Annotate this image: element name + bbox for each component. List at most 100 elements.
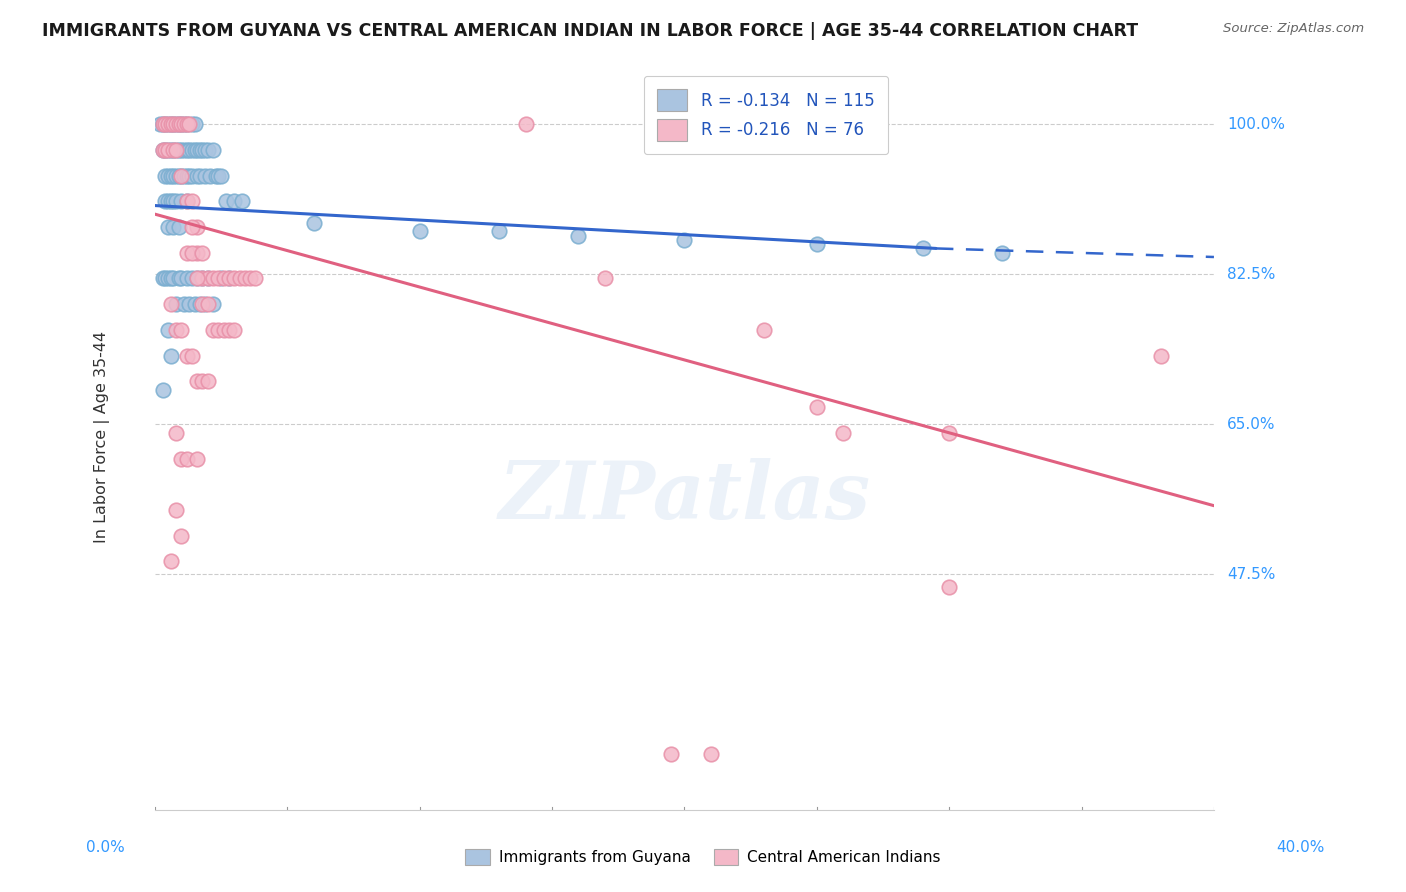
Point <box>155 117 177 131</box>
Point <box>173 169 195 183</box>
Point <box>170 529 193 543</box>
Point <box>938 580 960 594</box>
Point <box>159 117 181 131</box>
Point <box>176 117 198 131</box>
Point <box>155 143 177 157</box>
Point <box>176 169 198 183</box>
Point <box>224 194 246 209</box>
Point <box>186 271 208 285</box>
Point <box>197 271 219 285</box>
Point <box>832 425 855 440</box>
Text: Source: ZipAtlas.com: Source: ZipAtlas.com <box>1223 22 1364 36</box>
Point <box>157 194 180 209</box>
Point <box>155 169 177 183</box>
Point <box>165 194 187 209</box>
Text: 65.0%: 65.0% <box>1227 417 1275 432</box>
Point <box>567 228 589 243</box>
Point <box>167 117 190 131</box>
Point <box>179 297 201 311</box>
Point <box>228 271 250 285</box>
Point <box>186 169 208 183</box>
Point <box>188 297 211 311</box>
Point <box>911 242 934 256</box>
Point <box>159 297 181 311</box>
Point <box>159 271 181 285</box>
Point <box>165 117 187 131</box>
Point <box>155 117 177 131</box>
Point <box>209 271 232 285</box>
Point <box>188 169 211 183</box>
Point <box>165 297 187 311</box>
Point <box>180 219 202 234</box>
Point <box>176 451 198 466</box>
Point <box>197 375 219 389</box>
Point <box>186 143 208 157</box>
Point <box>165 323 187 337</box>
Point <box>152 271 174 285</box>
Point <box>179 117 201 131</box>
Point <box>159 349 181 363</box>
Point <box>245 271 267 285</box>
Text: In Labor Force | Age 35-44: In Labor Force | Age 35-44 <box>94 331 110 543</box>
Point <box>162 143 184 157</box>
Point <box>173 143 195 157</box>
Point <box>488 224 510 238</box>
Text: 100.0%: 100.0% <box>1227 117 1285 132</box>
Text: 40.0%: 40.0% <box>1277 840 1324 855</box>
Point <box>176 194 198 209</box>
Point <box>152 143 174 157</box>
Point <box>157 323 180 337</box>
Point <box>176 349 198 363</box>
Point <box>186 219 208 234</box>
Point <box>167 117 190 131</box>
Point <box>170 194 193 209</box>
Text: 47.5%: 47.5% <box>1227 566 1275 582</box>
Point <box>231 194 253 209</box>
Point <box>159 169 181 183</box>
Point <box>167 143 190 157</box>
Point <box>186 271 208 285</box>
Point <box>176 194 198 209</box>
Point <box>202 297 225 311</box>
Text: IMMIGRANTS FROM GUYANA VS CENTRAL AMERICAN INDIAN IN LABOR FORCE | AGE 35-44 COR: IMMIGRANTS FROM GUYANA VS CENTRAL AMERIC… <box>42 22 1139 40</box>
Point <box>806 237 828 252</box>
Point <box>167 271 190 285</box>
Point <box>170 117 193 131</box>
Point <box>224 271 246 285</box>
Point <box>159 554 181 568</box>
Point <box>183 117 205 131</box>
Point <box>162 117 184 131</box>
Point <box>673 233 696 247</box>
Point <box>204 169 226 183</box>
Point <box>157 143 180 157</box>
Point <box>173 117 195 131</box>
Point <box>149 117 172 131</box>
Point <box>176 117 198 131</box>
Point <box>152 383 174 397</box>
Point <box>408 224 430 238</box>
Point <box>167 219 190 234</box>
Point <box>155 194 177 209</box>
Point <box>191 143 214 157</box>
Point <box>162 194 184 209</box>
Point <box>179 143 201 157</box>
Text: ZIPatlas: ZIPatlas <box>498 458 870 535</box>
Point <box>176 245 198 260</box>
Point <box>165 117 187 131</box>
Point <box>197 143 219 157</box>
Point <box>157 117 180 131</box>
Point <box>152 117 174 131</box>
Point <box>162 219 184 234</box>
Point <box>155 271 177 285</box>
Point <box>938 425 960 440</box>
Point <box>212 323 235 337</box>
Point <box>155 143 177 157</box>
Legend: R = -0.134   N = 115, R = -0.216   N = 76: R = -0.134 N = 115, R = -0.216 N = 76 <box>644 76 887 154</box>
Point <box>162 143 184 157</box>
Point <box>180 349 202 363</box>
Point <box>180 117 202 131</box>
Point <box>165 503 187 517</box>
Point <box>157 143 180 157</box>
Point <box>186 245 208 260</box>
Point <box>173 297 195 311</box>
